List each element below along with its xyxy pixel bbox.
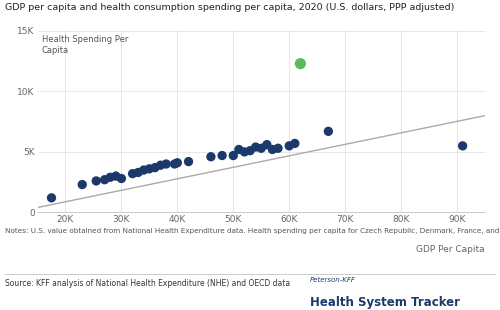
Point bbox=[218, 153, 226, 158]
Point bbox=[92, 179, 100, 184]
Text: GDP Per Capita: GDP Per Capita bbox=[416, 245, 485, 254]
Point bbox=[151, 165, 159, 170]
Point bbox=[134, 170, 142, 175]
Point bbox=[170, 162, 178, 166]
Point bbox=[140, 167, 148, 172]
Point bbox=[274, 146, 282, 151]
Text: GDP per capita and health consumption spending per capita, 2020 (U.S. dollars, P: GDP per capita and health consumption sp… bbox=[5, 3, 454, 12]
Point bbox=[174, 160, 182, 165]
Point bbox=[285, 143, 293, 148]
Point bbox=[78, 182, 86, 187]
Point bbox=[258, 146, 266, 151]
Point bbox=[184, 159, 192, 164]
Text: Health System Tracker: Health System Tracker bbox=[310, 296, 460, 309]
Point bbox=[268, 147, 276, 152]
Point bbox=[118, 176, 126, 181]
Point bbox=[235, 147, 243, 152]
Text: Peterson-KFF: Peterson-KFF bbox=[310, 277, 356, 283]
Point bbox=[230, 153, 237, 158]
Point bbox=[112, 174, 120, 179]
Text: Notes: U.S. value obtained from National Health Expenditure data. Health spendin: Notes: U.S. value obtained from National… bbox=[5, 228, 500, 234]
Point bbox=[162, 162, 170, 166]
Text: Source: KFF analysis of National Health Expenditure (NHE) and OECD data: Source: KFF analysis of National Health … bbox=[5, 279, 290, 288]
Point bbox=[146, 166, 154, 171]
Text: Health Spending Per
Capita: Health Spending Per Capita bbox=[42, 35, 128, 55]
Point bbox=[458, 143, 466, 148]
Point bbox=[263, 142, 271, 147]
Point bbox=[296, 61, 304, 66]
Point bbox=[240, 149, 248, 154]
Point bbox=[207, 154, 215, 159]
Point bbox=[252, 144, 260, 149]
Point bbox=[156, 163, 164, 168]
Point bbox=[106, 175, 114, 180]
Point bbox=[128, 171, 136, 176]
Point bbox=[48, 195, 56, 200]
Point bbox=[291, 141, 299, 146]
Point bbox=[324, 129, 332, 134]
Point bbox=[100, 177, 108, 182]
Point bbox=[246, 148, 254, 153]
